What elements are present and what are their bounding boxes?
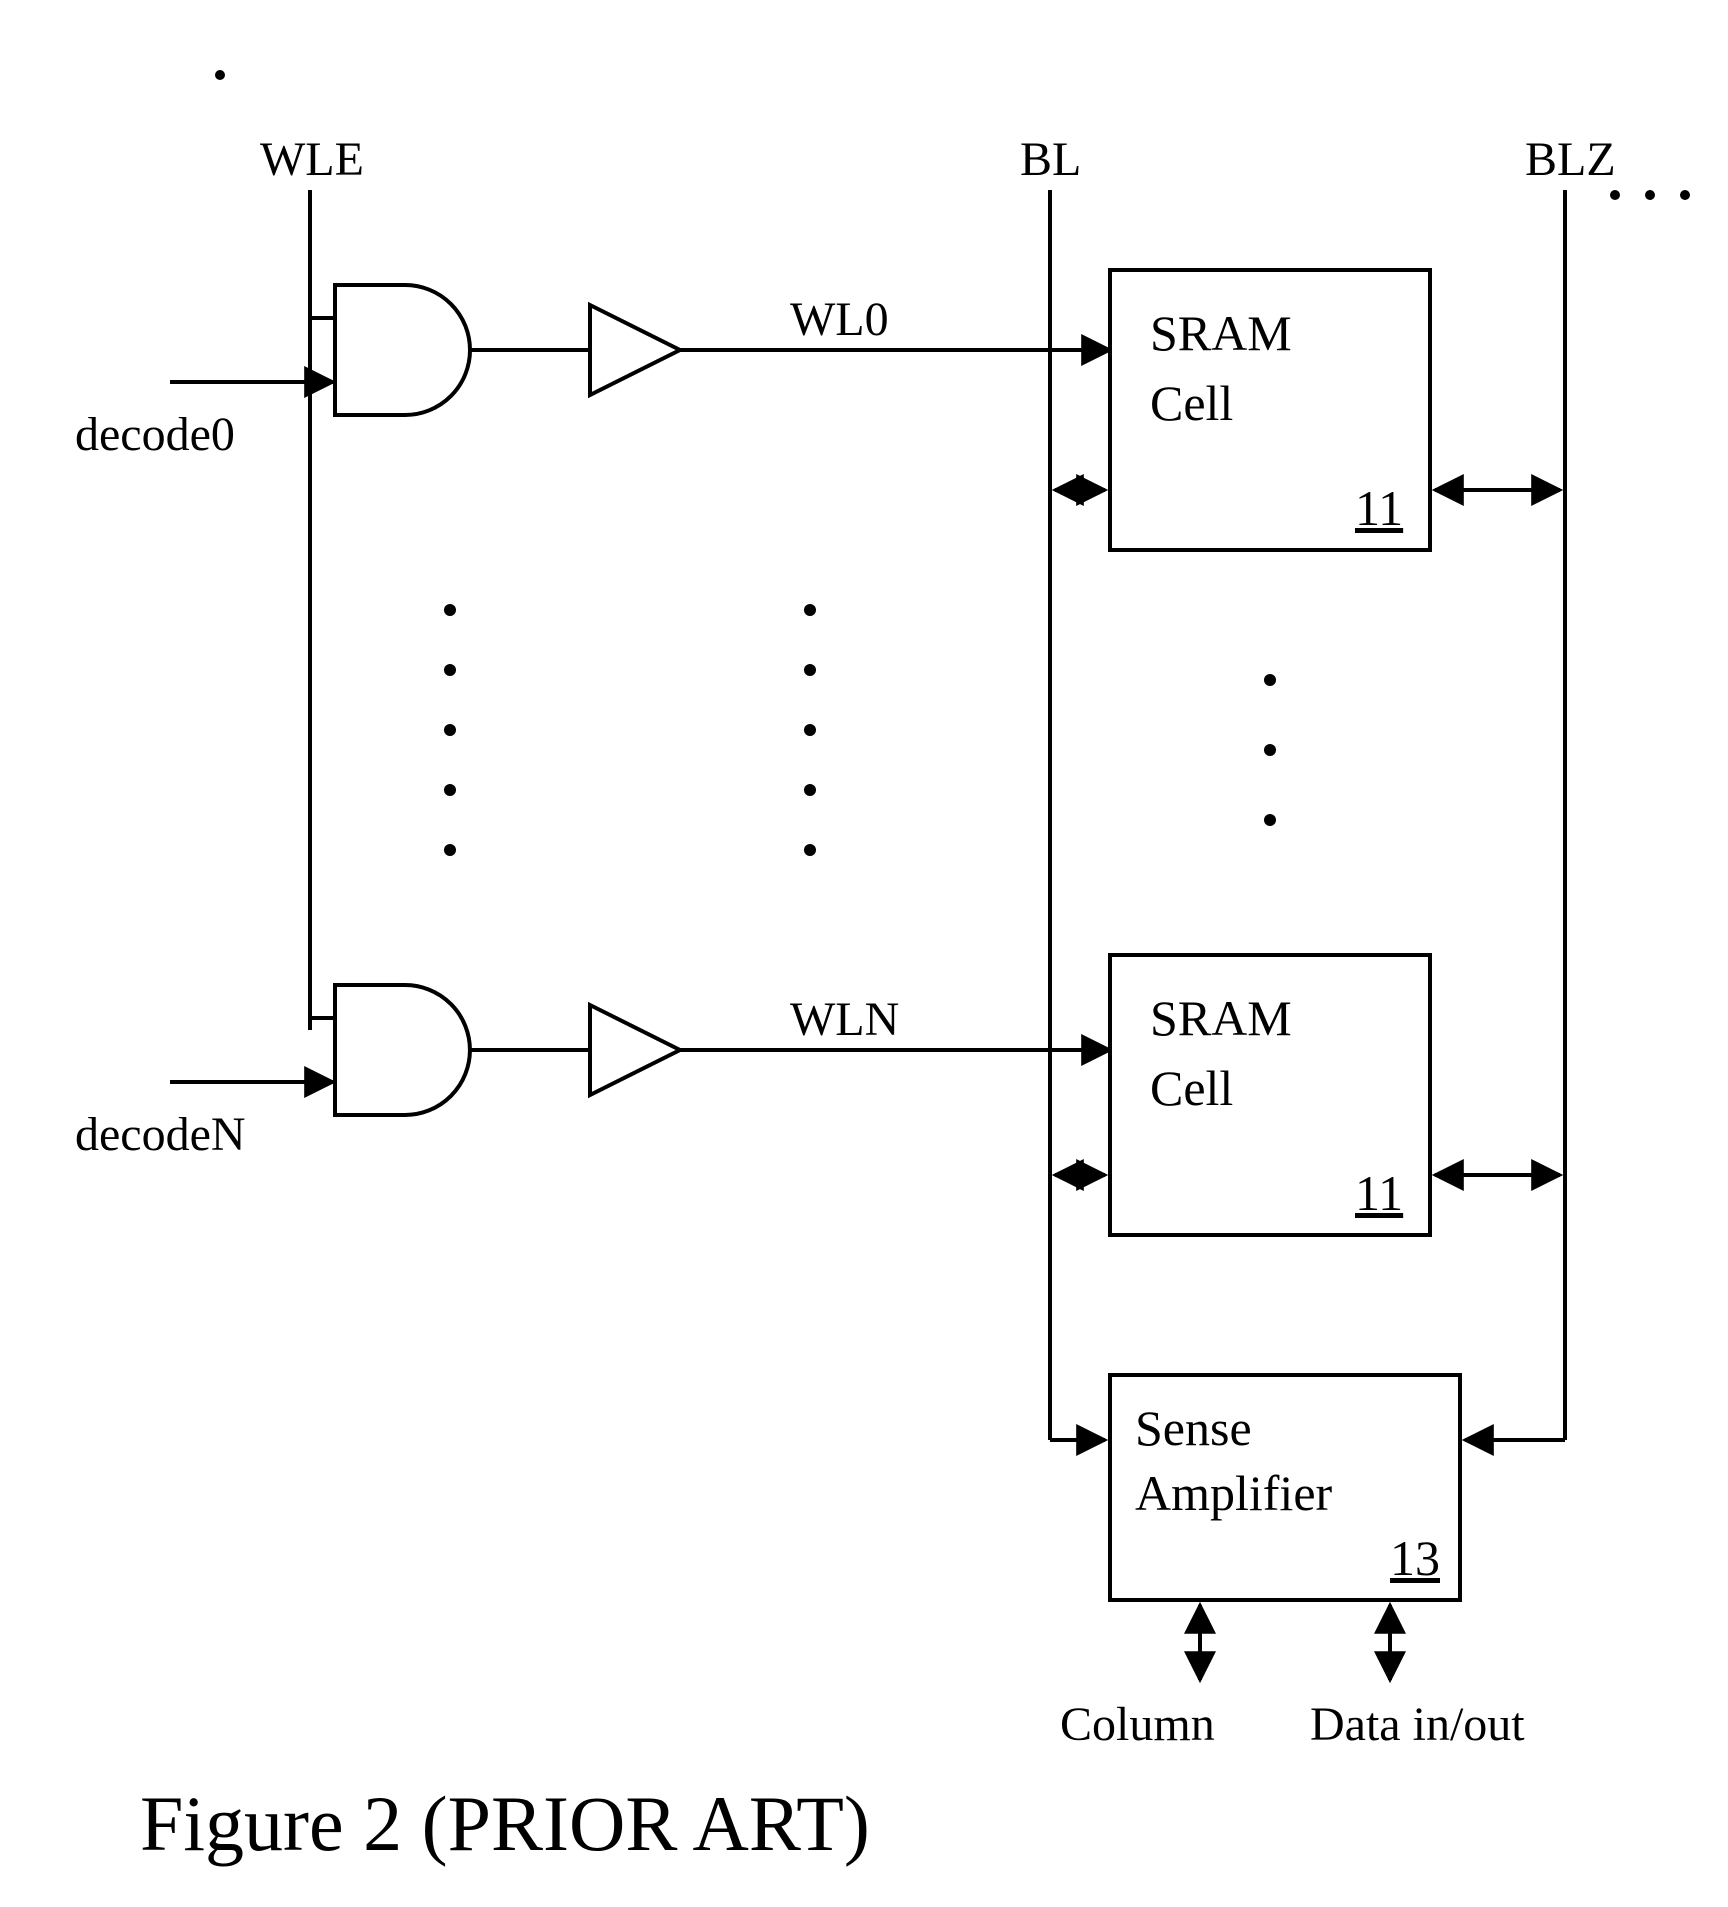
sram-cell-n-title: SRAM [1150,990,1292,1046]
and-gate-0 [335,285,470,415]
decodeN-label: decodeN [75,1108,246,1161]
figure-caption: Figure 2 (PRIOR ART) [140,1780,870,1867]
wl0-label: WL0 [790,293,889,346]
dots-between-cells [1264,674,1276,826]
data-io-label: Data in/out [1310,1698,1525,1751]
sram-cell-0-title: SRAM [1150,305,1292,361]
schematic-diagram: WLE BL BLZ decode0 WL0 SRAM Cell 11 deco… [20,20,1728,1887]
blz-label: BLZ [1525,133,1616,186]
dots-columns [1610,190,1690,200]
sense-amp-title: Sense [1135,1400,1252,1456]
sram-cell-0-sub: Cell [1150,375,1233,431]
sram-cell-n-sub: Cell [1150,1060,1233,1116]
wlN-label: WLN [790,993,899,1046]
buffer-n [590,1005,680,1095]
and-gate-n [335,985,470,1115]
column-label: Column [1060,1698,1215,1751]
sram-cell-0-ref: 11 [1355,480,1403,536]
sense-amp-ref: 13 [1390,1530,1440,1586]
sense-amp-sub: Amplifier [1135,1465,1333,1521]
dots-between-gates [444,604,456,856]
dots-between-wl [804,604,816,856]
wle-label: WLE [260,133,364,186]
buffer-0 [590,305,680,395]
sram-cell-n-ref: 11 [1355,1165,1403,1221]
decode0-label: decode0 [75,408,235,461]
dot-artifact [215,70,225,80]
bl-label: BL [1020,133,1081,186]
